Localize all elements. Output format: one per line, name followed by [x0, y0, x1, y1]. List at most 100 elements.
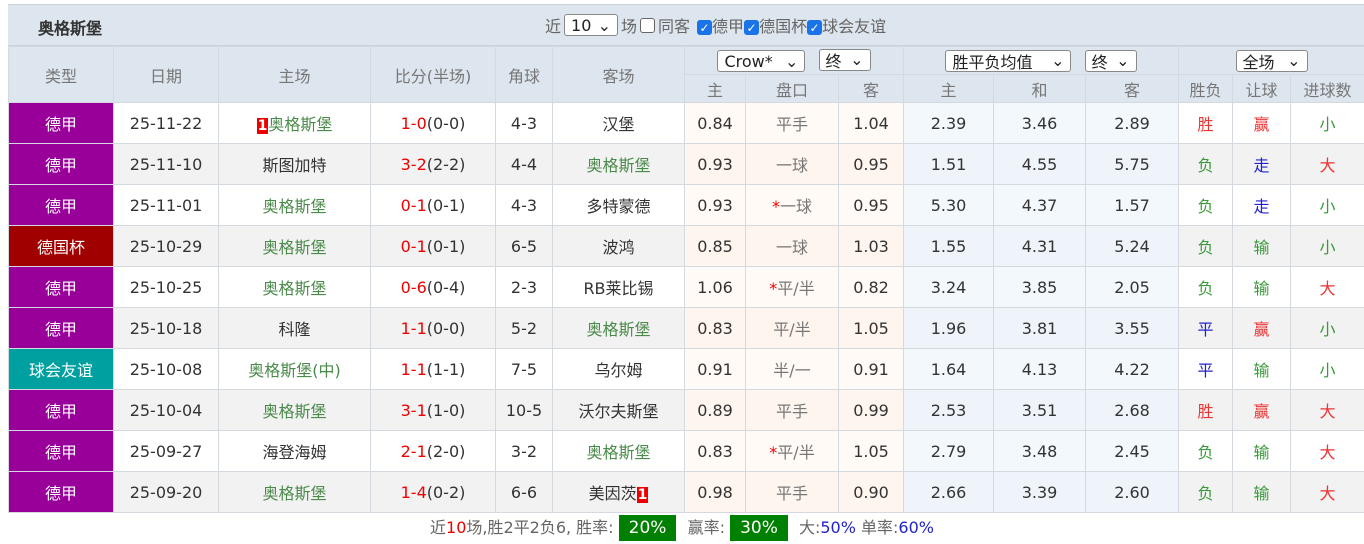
score-cell[interactable]: 2-1(2-0) — [371, 431, 496, 472]
eu-away-odds: 2.89 — [1086, 103, 1179, 144]
date-cell: 25-11-22 — [114, 103, 219, 144]
score-cell[interactable]: 0-1(0-1) — [371, 226, 496, 267]
team-name[interactable]: 奥格斯堡 — [262, 484, 326, 503]
team-name[interactable]: 奥格斯堡 — [586, 156, 650, 175]
table-row: 德国杯 25-10-29 奥格斯堡 0-1(0-1) 6-5 波鸿 0.85 一… — [9, 226, 1364, 267]
ah-away-odds: 0.91 — [839, 349, 904, 390]
score-cell[interactable]: 1-0(0-0) — [371, 103, 496, 144]
handicap-cell: 输 — [1233, 472, 1291, 513]
home-cell: 奥格斯堡(中) — [219, 349, 371, 390]
team-name[interactable]: 奥格斯堡 — [262, 402, 326, 421]
ah-home-odds: 0.89 — [685, 390, 746, 431]
filter-checkbox[interactable]: ✓ — [697, 20, 712, 35]
score-cell[interactable]: 1-1(0-0) — [371, 308, 496, 349]
ah-line: *平/半 — [746, 267, 839, 308]
league-cell[interactable]: 德甲 — [9, 308, 114, 349]
cover-rate-badge: 30% — [730, 515, 788, 541]
team-name[interactable]: 汉堡 — [602, 115, 634, 134]
odds-type-select[interactable]: 胜平负均值⌄ — [945, 50, 1071, 72]
league-cell[interactable]: 德甲 — [9, 431, 114, 472]
league-cell[interactable]: 德甲 — [9, 144, 114, 185]
team-name[interactable]: 奥格斯堡 — [262, 238, 326, 257]
team-name[interactable]: RB莱比锡 — [583, 279, 653, 298]
half-time-score: (2-0) — [427, 442, 466, 461]
score-cell[interactable]: 3-1(1-0) — [371, 390, 496, 431]
result-cell: 胜 — [1179, 390, 1233, 431]
full-time-score: 1-1 — [401, 360, 427, 379]
score-cell[interactable]: 0-6(0-4) — [371, 267, 496, 308]
filter-checkbox[interactable]: ✓ — [744, 20, 759, 35]
table-row: 德甲 25-10-18 科隆 1-1(0-0) 5-2 奥格斯堡 0.83 平/… — [9, 308, 1364, 349]
team-name[interactable]: 奥格斯堡 — [268, 115, 332, 134]
league-cell[interactable]: 德甲 — [9, 472, 114, 513]
chevron-down-icon: ⌄ — [598, 16, 611, 35]
team-name[interactable]: 波鸿 — [602, 238, 634, 257]
team-name[interactable]: 多特蒙德 — [586, 197, 650, 216]
corner-cell: 4-4 — [496, 144, 553, 185]
ah-line-text: 平/半 — [777, 443, 814, 462]
col-away: 客场 — [553, 47, 685, 103]
corner-cell: 2-3 — [496, 267, 553, 308]
home-cell: 1奥格斯堡 — [219, 103, 371, 144]
ah-away-odds: 1.04 — [839, 103, 904, 144]
team-name[interactable]: 奥格斯堡 — [586, 443, 650, 462]
away-cell: RB莱比锡 — [553, 267, 685, 308]
away-cell: 沃尔夫斯堡 — [553, 390, 685, 431]
panel-header: 奥格斯堡 近 10⌄ 场 同客 ✓德甲✓德国杯✓球会友谊 — [8, 5, 1364, 46]
eu-home-odds: 2.53 — [904, 390, 994, 431]
col-home: 主场 — [219, 47, 371, 103]
ah-stage-select[interactable]: 终⌄ — [819, 49, 871, 71]
team-name[interactable]: 奥格斯堡 — [262, 197, 326, 216]
team-name[interactable]: 乌尔姆 — [594, 361, 642, 380]
period-select[interactable]: 全场⌄ — [1236, 50, 1308, 72]
ah-line: 平/半 — [746, 308, 839, 349]
team-name[interactable]: 美因茨 — [589, 484, 637, 503]
date-cell: 25-11-01 — [114, 185, 219, 226]
league-cell[interactable]: 德甲 — [9, 103, 114, 144]
home-cell: 斯图加特 — [219, 144, 371, 185]
eu-home-odds: 1.51 — [904, 144, 994, 185]
home-cell: 奥格斯堡 — [219, 472, 371, 513]
score-cell[interactable]: 1-4(0-2) — [371, 472, 496, 513]
ah-line-text: 一球 — [776, 156, 808, 175]
col-eu-away: 客 — [1086, 75, 1179, 103]
goals-cell: 小 — [1291, 308, 1364, 349]
ah-line: 一球 — [746, 144, 839, 185]
home-cell: 科隆 — [219, 308, 371, 349]
team-name[interactable]: 斯图加特 — [262, 156, 326, 175]
eu-away-odds: 3.55 — [1086, 308, 1179, 349]
team-name[interactable]: 奥格斯堡(中) — [248, 361, 341, 380]
team-name[interactable]: 沃尔夫斯堡 — [578, 402, 658, 421]
ah-line: *一球 — [746, 185, 839, 226]
home-cell: 奥格斯堡 — [219, 267, 371, 308]
team-name[interactable]: 奥格斯堡 — [262, 279, 326, 298]
score-cell[interactable]: 0-1(0-1) — [371, 185, 496, 226]
eu-home-odds: 1.64 — [904, 349, 994, 390]
handicap-cell: 赢 — [1233, 308, 1291, 349]
team-name[interactable]: 海登海姆 — [262, 443, 326, 462]
corner-cell: 5-2 — [496, 308, 553, 349]
eu-home-odds: 2.39 — [904, 103, 994, 144]
same-venue-checkbox[interactable] — [640, 18, 655, 33]
league-cell[interactable]: 德甲 — [9, 185, 114, 226]
eu-stage-select[interactable]: 终⌄ — [1085, 50, 1137, 72]
company-select[interactable]: Crow*⌄ — [717, 50, 805, 72]
team-name[interactable]: 科隆 — [278, 320, 310, 339]
league-cell[interactable]: 德国杯 — [9, 226, 114, 267]
away-cell: 奥格斯堡 — [553, 431, 685, 472]
date-cell: 25-10-29 — [114, 226, 219, 267]
recent-count-select[interactable]: 10⌄ — [564, 14, 618, 36]
league-cell[interactable]: 德甲 — [9, 267, 114, 308]
league-cell[interactable]: 德甲 — [9, 390, 114, 431]
score-cell[interactable]: 3-2(2-2) — [371, 144, 496, 185]
league-cell[interactable]: 球会友谊 — [9, 349, 114, 390]
eu-home-odds: 1.96 — [904, 308, 994, 349]
chevron-down-icon: ⌄ — [785, 52, 798, 71]
handicap-cell: 输 — [1233, 349, 1291, 390]
over-rate: 50% — [820, 518, 856, 537]
team-name[interactable]: 奥格斯堡 — [586, 320, 650, 339]
ah-home-odds: 0.83 — [685, 431, 746, 472]
score-cell[interactable]: 1-1(1-1) — [371, 349, 496, 390]
away-cell: 波鸿 — [553, 226, 685, 267]
filter-checkbox[interactable]: ✓ — [807, 20, 822, 35]
